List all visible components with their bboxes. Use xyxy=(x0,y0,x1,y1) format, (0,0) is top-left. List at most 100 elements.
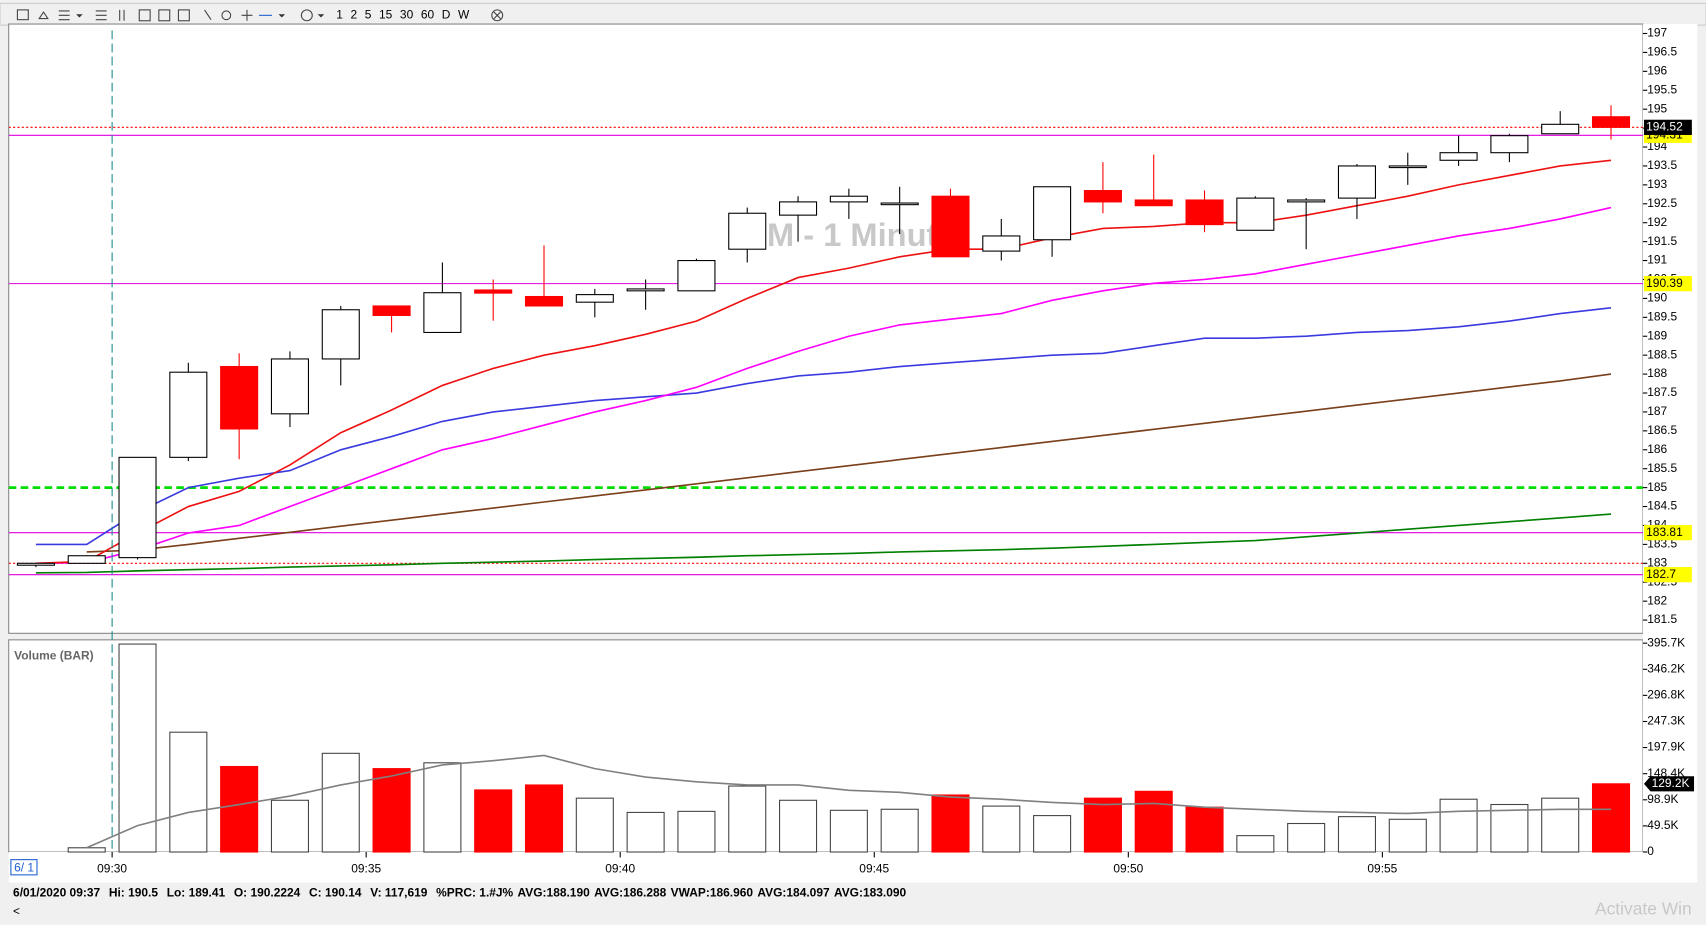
interval-button[interactable]: 15 xyxy=(379,7,393,21)
price-panel xyxy=(8,23,1644,634)
status-field: %PRC: 1.#J% xyxy=(436,886,513,900)
y-tick-label: 0 xyxy=(1647,844,1654,858)
status-field: O: 190.2224 xyxy=(234,886,301,900)
volume-bar xyxy=(829,809,868,853)
volume-bar xyxy=(270,799,309,853)
volume-bar xyxy=(423,762,462,853)
y-tick-label: 188.5 xyxy=(1647,347,1677,361)
y-tick-label: 196.5 xyxy=(1647,45,1677,59)
x-tick-label: 09:55 xyxy=(1367,862,1397,876)
y-tick-label: 186 xyxy=(1647,442,1667,456)
y-tick-label: 395.7K xyxy=(1647,635,1685,649)
watermark: M - 1 Minute xyxy=(767,216,956,253)
volume-bar xyxy=(1591,783,1631,853)
x-tick-label: 09:45 xyxy=(859,862,889,876)
candle-body xyxy=(575,294,614,303)
level-label-box xyxy=(1643,525,1692,541)
candle-body xyxy=(880,202,919,206)
candle-body xyxy=(1439,152,1478,161)
candle-body xyxy=(423,292,462,334)
plot-layer xyxy=(8,105,1643,853)
volume-bar xyxy=(524,784,564,853)
x-tick-label: 09:50 xyxy=(1113,862,1143,876)
interval-button[interactable]: D xyxy=(442,7,451,21)
status-field: AVG:188.190 xyxy=(518,886,591,900)
status-field: C: 190.14 xyxy=(309,886,362,900)
candle-body xyxy=(220,365,259,430)
y-tick-label: 195.5 xyxy=(1647,82,1677,96)
y-tick-label: 192 xyxy=(1647,215,1667,229)
y-tick-label: 196 xyxy=(1647,63,1667,77)
y-tick-label: 187 xyxy=(1647,404,1667,418)
level-label: 182.7 xyxy=(1646,567,1676,581)
candle-body xyxy=(524,295,564,307)
date-box[interactable] xyxy=(10,859,38,876)
interval-button[interactable]: 1 xyxy=(336,7,343,21)
price-plot xyxy=(8,105,1643,576)
candle-body xyxy=(1388,165,1427,169)
volume-bar xyxy=(1490,803,1529,853)
candle-body xyxy=(67,555,106,564)
candle-body xyxy=(626,288,665,292)
candle-body xyxy=(677,260,716,292)
candle-body xyxy=(1337,165,1377,199)
status-field: Hi: 190.5 xyxy=(109,886,159,900)
status-field: 6/01/2020 09:37 xyxy=(13,886,100,900)
volume-bar xyxy=(728,785,767,853)
y-tick-label: 197 xyxy=(1647,26,1667,40)
date-label: 6/ 1 xyxy=(14,860,34,874)
ma-line xyxy=(35,307,1612,546)
status-field: VWAP:186.960 xyxy=(671,886,754,900)
y-tick-label: 189 xyxy=(1647,328,1667,342)
interval-button[interactable]: 60 xyxy=(421,7,435,21)
candle-body xyxy=(982,235,1021,252)
current-volume-label: 129.2K xyxy=(1652,776,1690,790)
volume-bar xyxy=(372,768,411,853)
volume-bar xyxy=(677,810,716,853)
y-tick-label: 191.5 xyxy=(1647,234,1677,248)
ma-line xyxy=(35,159,1612,565)
volume-bar xyxy=(1439,798,1478,853)
scroll-left[interactable]: < xyxy=(13,904,20,918)
candle-body xyxy=(1541,123,1580,135)
status-field: AVG:186.288 xyxy=(594,886,667,900)
status-field: Lo: 189.41 xyxy=(167,886,226,900)
volume-bar xyxy=(1541,797,1580,853)
level-label: 190.39 xyxy=(1646,276,1683,290)
volume-bar xyxy=(1236,835,1275,853)
volume-plot xyxy=(67,643,1631,853)
interval-button[interactable]: 2 xyxy=(350,7,357,21)
volume-bar xyxy=(1134,790,1173,853)
candle-body xyxy=(1236,197,1275,231)
y-tick-label: 197.9K xyxy=(1647,740,1685,754)
y-tick-label: 189.5 xyxy=(1647,309,1677,323)
interval-button[interactable]: 5 xyxy=(365,7,372,21)
toolbar-icons[interactable] xyxy=(16,9,504,22)
candle-body xyxy=(321,309,360,360)
volume-title: Volume (BAR) xyxy=(14,648,93,662)
volume-bar xyxy=(1083,797,1122,853)
level-label: 183.81 xyxy=(1646,525,1683,539)
y-tick-label: 296.8K xyxy=(1647,688,1685,702)
status-field: AVG:184.097 xyxy=(757,886,830,900)
candle-body xyxy=(169,371,208,458)
x-tick-label: 09:30 xyxy=(97,862,127,876)
candle-body xyxy=(1033,186,1072,241)
y-tick-label: 190 xyxy=(1647,291,1667,305)
y-tick-label: 188 xyxy=(1647,366,1667,380)
volume-bar xyxy=(1388,818,1427,853)
toolbar xyxy=(0,2,1706,26)
ma-line xyxy=(86,373,1612,553)
y-tick-label: 192.5 xyxy=(1647,196,1677,210)
volume-bar xyxy=(931,794,970,853)
y-tick-label: 182 xyxy=(1647,593,1667,607)
x-tick-label: 09:35 xyxy=(351,862,381,876)
volume-bar xyxy=(1337,816,1377,853)
time-axis-area xyxy=(8,852,1698,883)
ma-line xyxy=(86,754,1612,849)
status-field: AVG:183.090 xyxy=(834,886,907,900)
ma-line xyxy=(35,206,1612,565)
interval-button[interactable]: W xyxy=(458,7,470,21)
y-tick-label: 195 xyxy=(1647,101,1667,115)
interval-button[interactable]: 30 xyxy=(400,7,414,21)
